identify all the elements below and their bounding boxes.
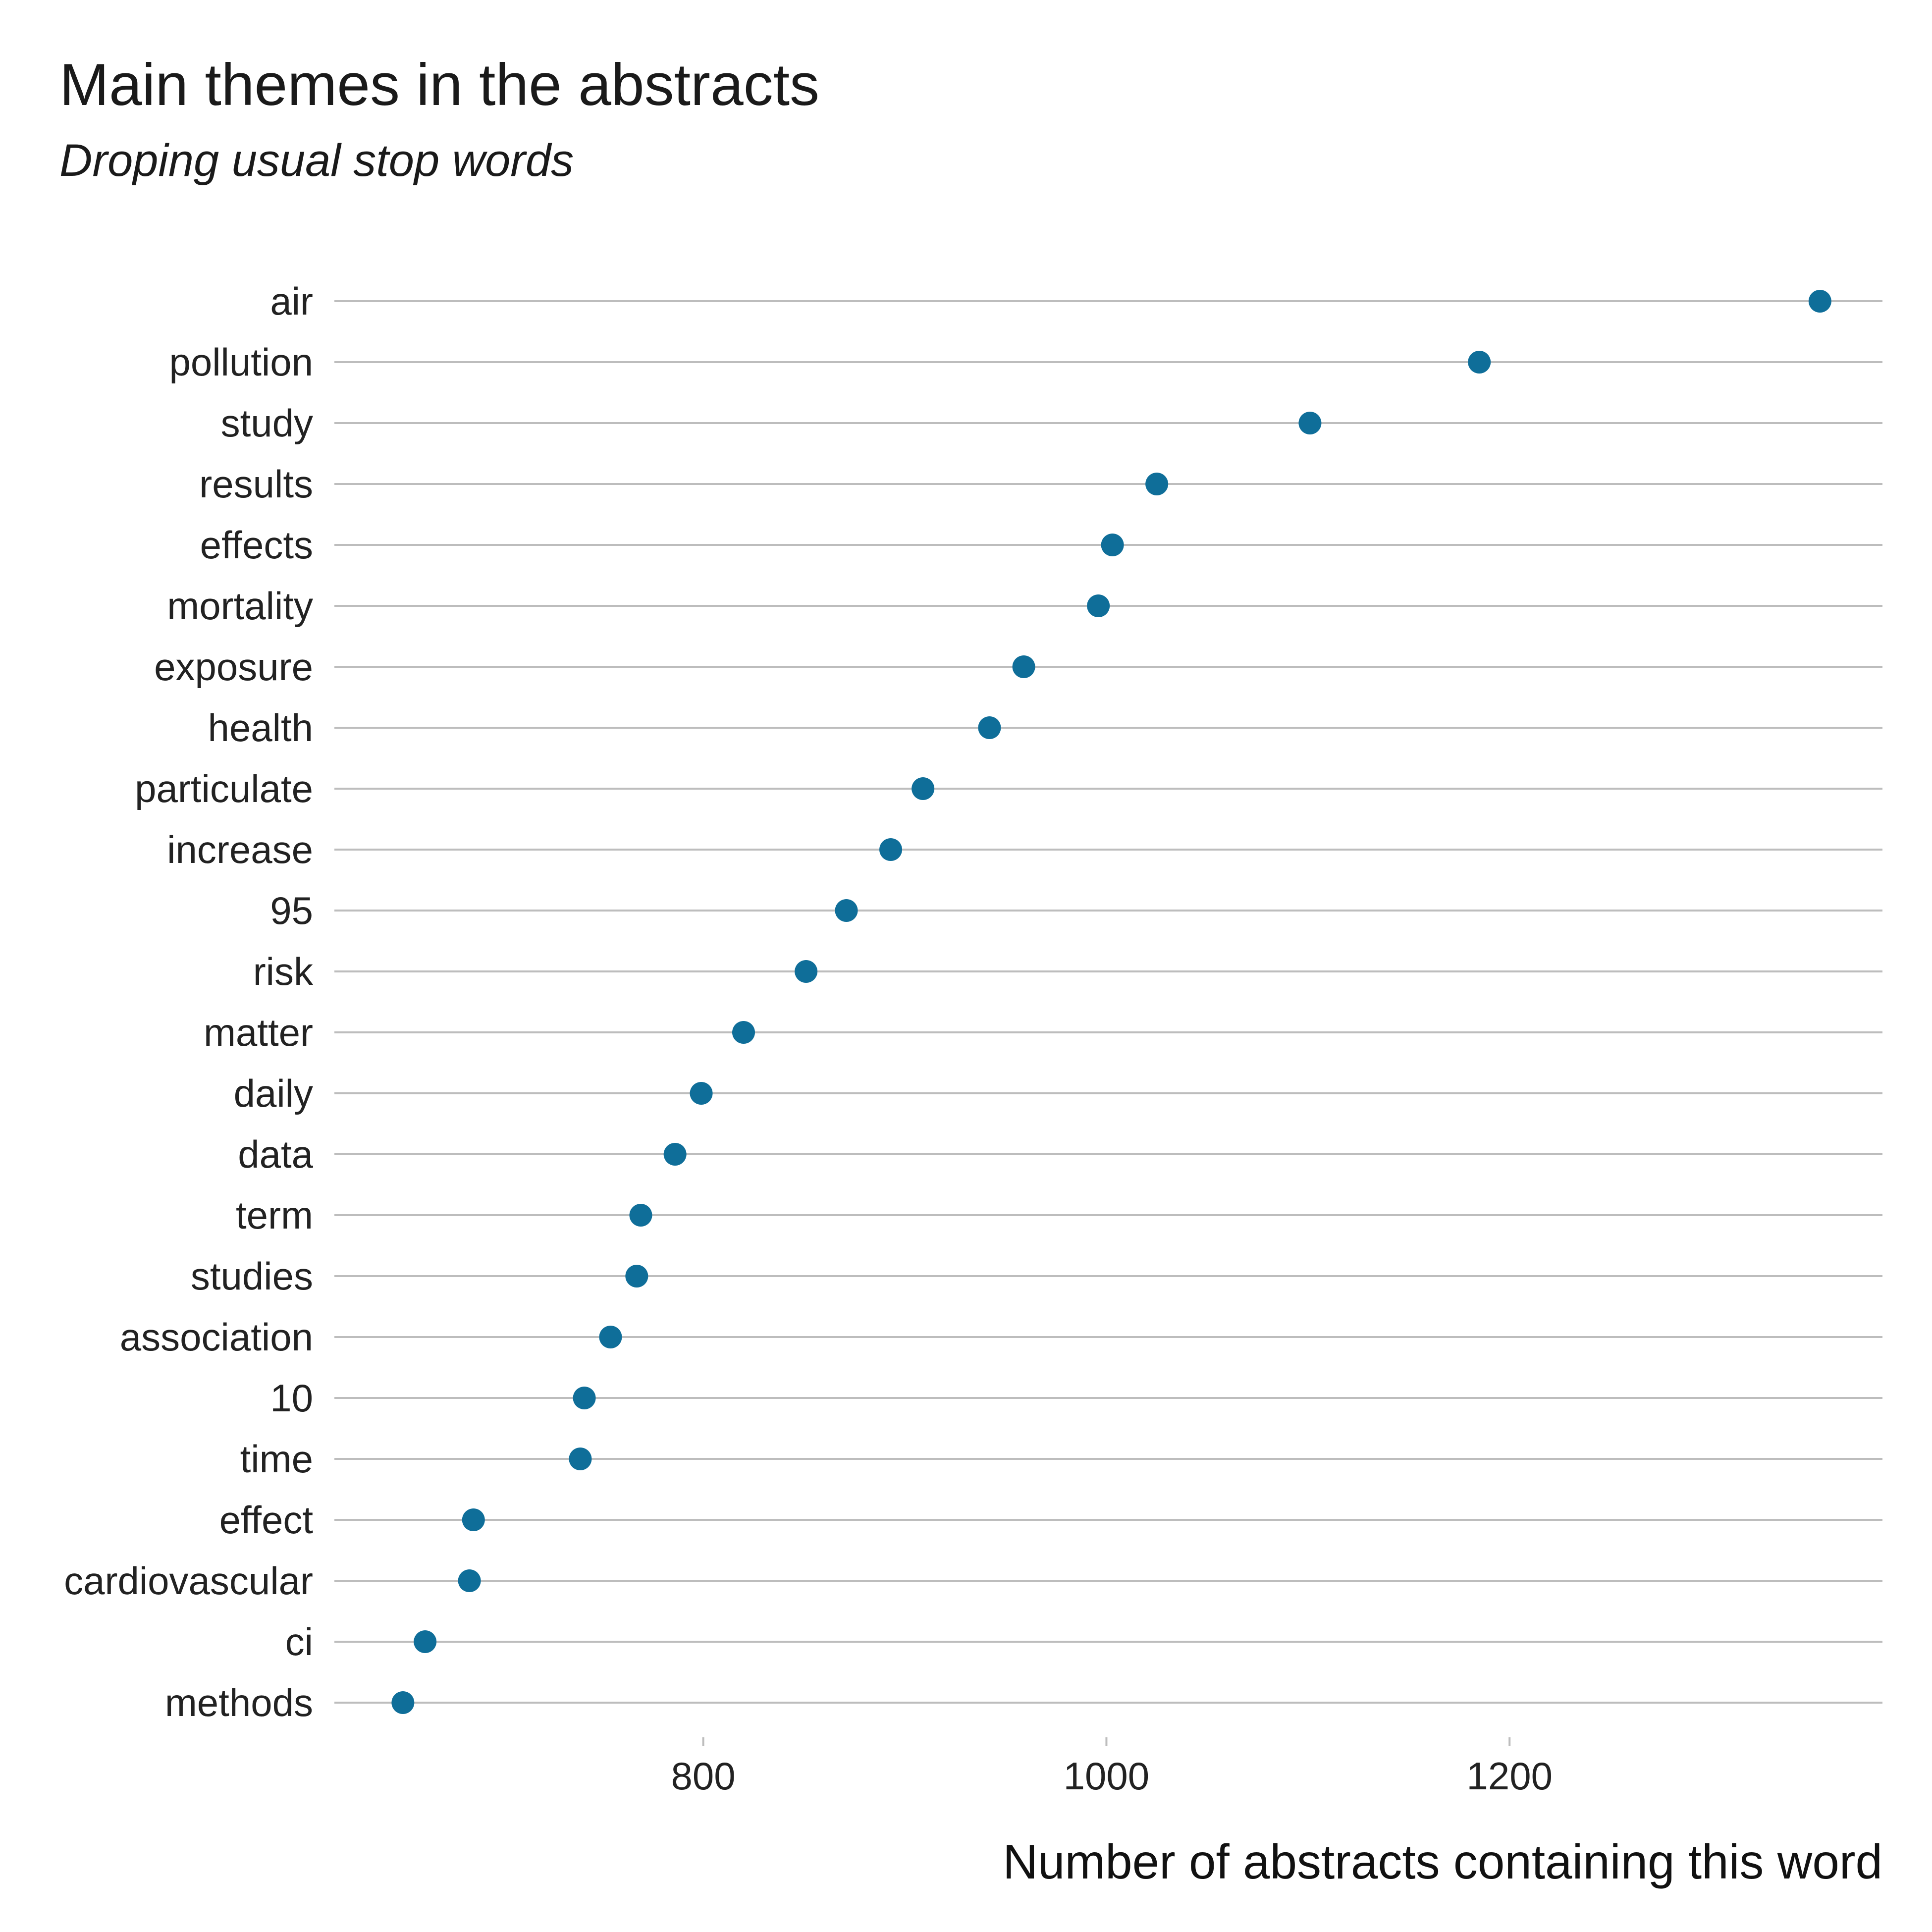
y-tick-label-studies: studies — [191, 1254, 313, 1298]
x-axis-title: Number of abstracts containing this word — [1003, 1834, 1882, 1889]
y-tick-label-data: data — [238, 1132, 313, 1176]
y-axis-labels: air pollution study results effects mortality… — [64, 279, 314, 1724]
data-point-ci — [414, 1630, 437, 1653]
y-tick-label-effects: effects — [200, 523, 313, 567]
y-tick-label-pollution: pollution — [169, 340, 313, 384]
x-axis-ticks: 800 1000 1200 — [671, 1737, 1553, 1798]
y-tick-label-effect: effect — [219, 1498, 314, 1542]
data-point-time — [569, 1448, 592, 1470]
data-point-methods — [391, 1691, 415, 1714]
gridlines — [334, 300, 1882, 1704]
data-points — [391, 290, 1831, 1714]
data-point-95 — [835, 899, 858, 922]
data-point-daily — [690, 1082, 713, 1105]
y-tick-label-cardiovascular: cardiovascular — [64, 1559, 313, 1603]
x-tick-label-800: 800 — [671, 1754, 736, 1798]
y-tick-label-association: association — [120, 1315, 313, 1359]
data-point-results — [1145, 473, 1169, 495]
chart-title: Main themes in the abstracts — [59, 52, 819, 118]
y-tick-label-methods: methods — [165, 1681, 313, 1724]
x-tick-label-1000: 1000 — [1064, 1754, 1150, 1798]
y-tick-label-exposure: exposure — [154, 645, 313, 689]
data-point-health — [978, 716, 1001, 739]
data-point-air — [1808, 290, 1831, 313]
y-tick-label-daily: daily — [234, 1072, 313, 1115]
y-tick-label-health: health — [208, 706, 313, 750]
chart-subtitle: Droping usual stop words — [59, 135, 574, 186]
y-tick-label-time: time — [240, 1437, 313, 1481]
data-point-effects — [1101, 534, 1124, 556]
data-point-study — [1298, 412, 1322, 434]
x-tick-label-1200: 1200 — [1466, 1754, 1553, 1798]
data-point-association — [599, 1326, 622, 1348]
data-point-10 — [573, 1387, 596, 1409]
data-point-data — [663, 1143, 687, 1166]
data-point-particulate — [912, 777, 935, 800]
data-point-term — [629, 1204, 652, 1227]
y-tick-label-matter: matter — [204, 1011, 313, 1054]
data-point-studies — [625, 1265, 648, 1288]
y-tick-label-95: 95 — [270, 889, 313, 932]
data-point-effect — [462, 1508, 485, 1531]
y-tick-label-10: 10 — [270, 1376, 313, 1420]
data-point-mortality — [1087, 594, 1110, 617]
y-tick-label-ci: ci — [285, 1620, 313, 1664]
data-point-exposure — [1012, 655, 1035, 678]
data-point-pollution — [1468, 351, 1491, 374]
y-tick-label-mortality: mortality — [167, 584, 313, 628]
y-tick-label-results: results — [199, 462, 313, 506]
data-point-risk — [795, 960, 818, 983]
data-point-cardiovascular — [458, 1569, 481, 1592]
y-tick-label-study: study — [221, 401, 313, 445]
y-tick-label-particulate: particulate — [135, 767, 313, 810]
y-tick-label-risk: risk — [253, 950, 314, 993]
y-tick-label-air: air — [270, 279, 313, 323]
y-tick-label-term: term — [236, 1193, 313, 1237]
y-tick-label-increase: increase — [167, 828, 313, 871]
data-point-matter — [732, 1021, 755, 1044]
data-point-increase — [879, 838, 903, 861]
